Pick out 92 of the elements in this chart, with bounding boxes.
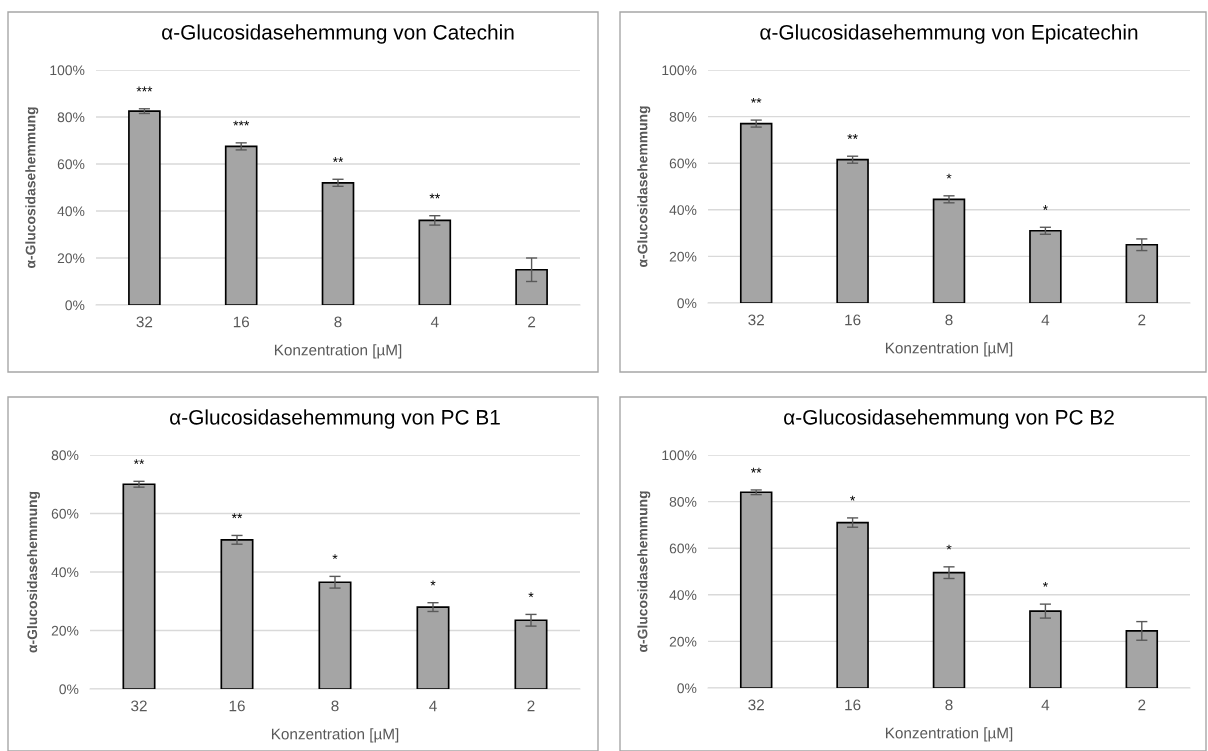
y-tick-label: 0% (677, 298, 697, 309)
bar (932, 571, 966, 688)
x-tick-label: 32 (748, 699, 764, 711)
y-tick-label: 20% (669, 636, 697, 647)
bar (418, 219, 452, 305)
x-tick-label: 8 (945, 699, 953, 711)
annotation: *** (233, 120, 250, 126)
x-tick-label: 4 (1041, 314, 1050, 326)
y-tick-label: 0% (59, 684, 79, 695)
annotation: *** (136, 86, 153, 92)
bar (1029, 229, 1062, 303)
bar (514, 619, 548, 689)
x-tick-label: 16 (229, 700, 245, 712)
bar (321, 181, 355, 305)
x-tick-label: 2 (527, 700, 535, 712)
chart-title: α-Glucosidasehemmung von Catechin (162, 24, 514, 44)
y-tick-label: 80% (669, 111, 697, 122)
annotation: ** (133, 459, 145, 465)
x-tick-label: 2 (528, 316, 536, 328)
y-tick-label: 60% (51, 508, 79, 519)
x-tick-label: 8 (945, 314, 953, 326)
y-tick-label: 40% (51, 567, 79, 578)
annotation: * (850, 495, 856, 501)
x-axis-title: Konzentration [µM] (271, 728, 399, 743)
x-tick-label: 8 (331, 700, 339, 712)
bar (932, 198, 966, 303)
x-axis-title: Konzentration [µM] (885, 727, 1013, 742)
y-tick-label: 20% (51, 625, 79, 636)
x-tick-label: 32 (136, 316, 153, 328)
y-tick-label: 0% (65, 300, 85, 311)
chart-title: α-Glucosidasehemmung von PC B2 (784, 409, 1114, 429)
bar (515, 268, 548, 305)
y-tick-label: 20% (669, 251, 697, 262)
bar (1029, 610, 1062, 688)
y-axis-title: α-Glucosidasehemmung (637, 106, 651, 268)
annotation: * (430, 580, 436, 586)
x-axis-title: Konzentration [µM] (885, 342, 1013, 357)
annotation: ** (332, 157, 344, 162)
bar (318, 581, 352, 689)
annotation: ** (231, 513, 243, 519)
x-tick-label: 4 (429, 700, 437, 712)
x-axis-title: Konzentration [µM] (274, 344, 402, 359)
x-tick-label: 32 (131, 700, 147, 712)
x-tick-label: 16 (233, 316, 250, 328)
y-tick-label: 100% (662, 450, 697, 461)
bar (836, 158, 869, 303)
bar (416, 606, 450, 689)
y-tick-label: 60% (57, 159, 85, 170)
chart-title: α-Glucosidasehemmung von Epicatechin (760, 24, 1138, 44)
y-tick-label: 100% (662, 65, 697, 76)
x-tick-label: 8 (334, 316, 342, 328)
annotation: * (946, 544, 952, 550)
x-tick-label: 2 (1138, 699, 1146, 711)
y-tick-label: 40% (669, 205, 697, 215)
x-tick-label: 16 (845, 699, 861, 711)
chart-title: α-Glucosidasehemmung von PC B1 (170, 409, 500, 429)
bar (836, 521, 869, 688)
annotation: * (332, 554, 338, 560)
bar (1125, 630, 1159, 688)
y-tick-label: 60% (669, 158, 697, 169)
x-tick-label: 2 (1138, 314, 1146, 326)
y-tick-label: 20% (57, 253, 85, 264)
annotation: * (1042, 205, 1048, 210)
annotation: * (528, 592, 534, 598)
x-tick-label: 4 (430, 316, 439, 328)
y-axis-title: α-Glucosidasehemmung (637, 491, 651, 653)
x-tick-label: 4 (1041, 699, 1050, 711)
y-axis-title: α-Glucosidasehemmung (26, 491, 40, 653)
annotation: * (1042, 581, 1048, 587)
y-tick-label: 100% (50, 65, 85, 76)
bar (220, 538, 254, 689)
bar (128, 110, 161, 305)
bar (1125, 243, 1159, 303)
bar (224, 145, 258, 305)
bar (739, 122, 773, 303)
y-axis-title: α-Glucosidasehemmung (25, 107, 39, 269)
y-tick-label: 40% (669, 590, 697, 600)
x-tick-label: 16 (845, 314, 861, 326)
y-tick-label: 80% (57, 112, 85, 123)
y-tick-label: 60% (669, 543, 697, 554)
annotation: ** (751, 467, 762, 473)
bar (739, 491, 773, 688)
annotation: ** (751, 97, 762, 103)
annotation: * (946, 173, 952, 179)
y-tick-label: 0% (677, 683, 697, 694)
annotation: ** (847, 134, 858, 139)
y-tick-label: 80% (669, 496, 697, 507)
x-tick-label: 32 (748, 314, 764, 326)
y-tick-label: 80% (51, 450, 79, 461)
bar (122, 483, 156, 689)
y-tick-label: 40% (57, 206, 85, 217)
annotation: ** (429, 193, 440, 199)
